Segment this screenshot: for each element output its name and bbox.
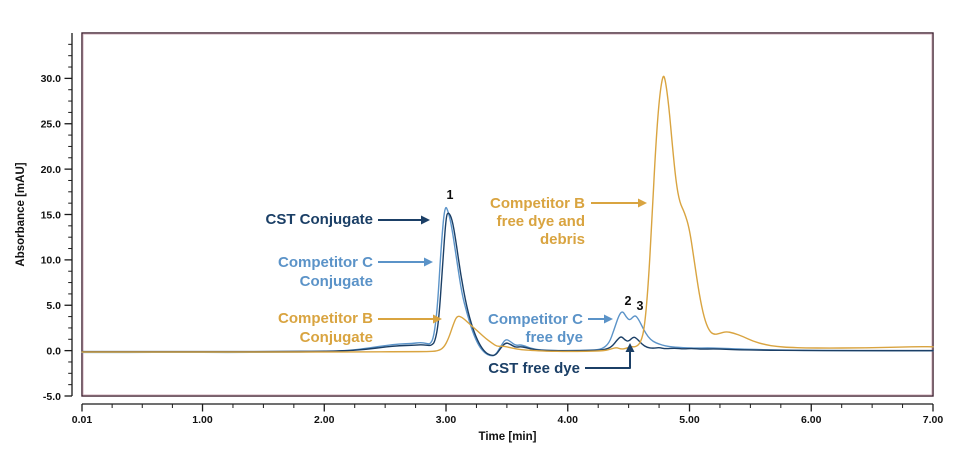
- y-tick-label: 15.0: [41, 209, 62, 221]
- x-tick-label: 7.00: [923, 414, 944, 426]
- peak-label-2: 2: [625, 294, 632, 308]
- x-tick-label: 3.00: [436, 414, 457, 426]
- y-tick-label: 10.0: [41, 255, 62, 267]
- x-tick-label: 2.00: [314, 414, 335, 426]
- trace-light_blue: [81, 206, 934, 357]
- annotation-competitor-b-free-dye-label: free dye and: [497, 213, 585, 230]
- annotation-competitor-b-conjugate-label: Competitor B: [278, 310, 373, 327]
- annotation-competitor-c-free-dye-arrowhead: [604, 314, 613, 324]
- y-tick-label: 5.0: [46, 300, 61, 312]
- annotation-competitor-c-free-dye-label: Competitor C: [488, 311, 583, 328]
- plot-frame-highlight: [82, 33, 933, 396]
- x-tick-label: 4.00: [558, 414, 579, 426]
- peak-label-3: 3: [637, 299, 644, 313]
- y-tick-label: 0.0: [46, 345, 61, 357]
- annotation-competitor-b-free-dye-label: debris: [540, 231, 585, 248]
- annotation-competitor-c-free-dye-label: free dye: [525, 329, 583, 346]
- x-tick-label: 0.01: [72, 414, 93, 426]
- y-tick-label: 25.0: [41, 119, 62, 131]
- annotation-competitor-b-conjugate-label: Conjugate: [300, 329, 373, 346]
- y-tick-label: 20.0: [41, 164, 62, 176]
- y-axis-title: Absorbance [mAU]: [15, 162, 27, 266]
- annotation-competitor-b-free-dye-arrowhead: [638, 198, 647, 208]
- trace-gold: [81, 75, 934, 353]
- trace-navy: [81, 212, 934, 357]
- y-tick-label: -5.0: [43, 391, 61, 403]
- y-tick-label: 30.0: [41, 73, 62, 85]
- peak-label-1: 1: [447, 188, 454, 202]
- x-tick-label: 5.00: [679, 414, 700, 426]
- x-tick-label: 1.00: [192, 414, 213, 426]
- annotation-cst-conjugate-arrowhead: [421, 215, 430, 225]
- annotation-cst-free-dye-label: CST free dye: [488, 360, 580, 377]
- annotation-competitor-b-conjugate-arrowhead: [433, 314, 442, 324]
- x-tick-label: 6.00: [801, 414, 822, 426]
- annotation-cst-free-dye-arrow-line: [585, 352, 631, 369]
- annotation-competitor-c-conjugate-arrowhead: [424, 257, 433, 267]
- annotation-cst-free-dye-arrowhead: [625, 343, 635, 352]
- annotation-competitor-c-conjugate-label: Conjugate: [300, 273, 373, 290]
- annotation-competitor-b-free-dye-label: Competitor B: [490, 195, 585, 212]
- x-axis-title: Time [min]: [479, 431, 537, 443]
- annotation-competitor-c-conjugate-label: Competitor C: [278, 254, 373, 271]
- plot-frame: [81, 32, 934, 397]
- annotation-cst-conjugate-label: CST Conjugate: [266, 211, 374, 228]
